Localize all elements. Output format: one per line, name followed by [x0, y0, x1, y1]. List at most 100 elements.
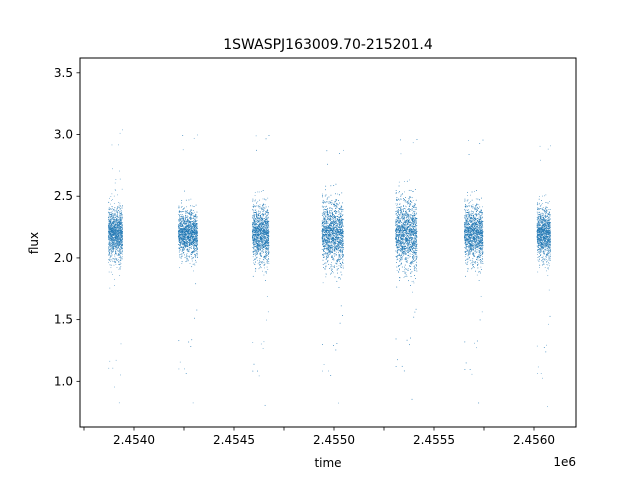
data-point	[115, 236, 117, 237]
data-point	[260, 233, 262, 235]
data-point	[111, 237, 113, 239]
data-point	[196, 224, 198, 226]
data-point	[263, 206, 265, 208]
data-point	[115, 237, 116, 239]
data-point	[253, 239, 255, 241]
data-point	[119, 178, 121, 180]
data-point	[259, 211, 261, 212]
data-point	[120, 243, 121, 245]
data-point	[268, 258, 269, 260]
data-point	[263, 239, 265, 241]
data-point	[119, 223, 121, 225]
data-point	[120, 217, 121, 219]
data-point	[109, 228, 111, 229]
data-point	[121, 240, 123, 241]
data-point	[183, 239, 184, 241]
data-point	[196, 235, 198, 237]
data-point	[188, 229, 190, 231]
data-point	[118, 235, 120, 237]
data-point	[194, 249, 196, 250]
data-point	[119, 210, 121, 212]
data-point	[113, 242, 115, 244]
data-point	[110, 235, 112, 237]
data-point	[120, 233, 122, 234]
data-point	[185, 220, 187, 222]
data-point	[112, 221, 114, 223]
data-point	[182, 149, 184, 151]
data-point	[112, 240, 114, 241]
data-point	[108, 249, 110, 251]
data-point	[194, 231, 195, 233]
data-point	[178, 238, 180, 240]
data-point	[193, 219, 194, 221]
data-point	[112, 232, 114, 234]
data-point	[111, 230, 112, 231]
data-point	[119, 220, 121, 222]
data-point	[191, 227, 193, 228]
data-point	[189, 239, 191, 241]
data-point	[118, 225, 120, 227]
data-point	[182, 219, 184, 220]
data-point	[190, 242, 191, 244]
data-point	[257, 248, 259, 250]
data-point	[118, 210, 119, 211]
data-point	[190, 253, 192, 255]
data-point	[193, 231, 195, 233]
data-point	[259, 204, 261, 206]
data-point	[116, 245, 117, 246]
data-point	[190, 235, 191, 237]
data-point	[256, 202, 258, 203]
data-point	[253, 248, 255, 249]
data-point	[193, 243, 194, 244]
data-point	[181, 216, 183, 218]
data-point	[191, 227, 192, 229]
data-point	[189, 224, 191, 226]
data-point	[110, 229, 112, 231]
data-point	[194, 225, 196, 226]
data-point	[108, 221, 110, 223]
data-point	[108, 228, 109, 230]
data-point	[116, 252, 118, 254]
data-point	[191, 243, 193, 245]
data-point	[188, 235, 189, 236]
data-point	[185, 224, 187, 225]
data-point	[115, 245, 117, 247]
data-point	[182, 227, 183, 229]
data-point	[109, 249, 111, 250]
data-point	[264, 271, 266, 273]
data-point	[193, 218, 195, 219]
data-point	[259, 237, 260, 239]
data-point	[189, 237, 191, 239]
data-point	[184, 229, 186, 230]
data-point	[118, 226, 119, 228]
data-point	[113, 226, 115, 227]
data-point	[196, 236, 197, 238]
data-point	[261, 207, 262, 209]
data-point	[112, 231, 114, 233]
data-point	[184, 223, 186, 225]
data-point	[255, 250, 257, 252]
data-point	[185, 213, 186, 215]
data-point	[121, 233, 123, 235]
data-point	[265, 252, 266, 253]
data-point	[188, 233, 189, 235]
data-point	[189, 213, 191, 215]
data-point	[191, 212, 192, 213]
data-point	[112, 218, 114, 220]
data-point	[116, 245, 117, 247]
data-point	[187, 229, 188, 231]
data-point	[194, 228, 196, 230]
data-point	[254, 216, 255, 218]
data-point	[192, 238, 193, 240]
data-point	[266, 238, 268, 240]
data-point	[193, 232, 195, 233]
data-point	[190, 213, 192, 215]
data-point	[268, 221, 270, 222]
data-point	[185, 243, 187, 244]
data-point	[108, 261, 110, 263]
data-point	[121, 241, 123, 242]
data-point	[258, 268, 260, 270]
data-point	[116, 240, 118, 242]
data-point	[121, 213, 122, 214]
data-point	[121, 234, 123, 236]
